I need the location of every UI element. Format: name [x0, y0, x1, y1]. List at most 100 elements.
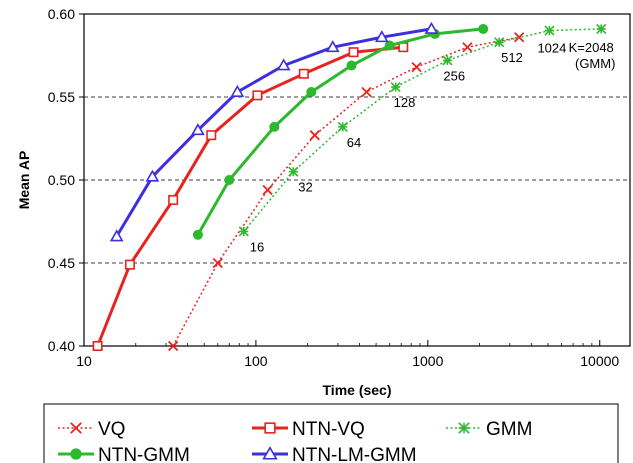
data-point [276, 58, 291, 71]
x-marker [212, 257, 223, 269]
data-point [92, 340, 103, 351]
data-point [411, 61, 422, 73]
data-point [212, 257, 223, 269]
series-line [243, 28, 602, 232]
legend-label: NTN-GMM [98, 445, 190, 463]
data-point [442, 55, 453, 66]
series-gmm [238, 23, 607, 237]
legend: VQ NTN-VQ GMM NTN-GMM NTN-LM-GMM [58, 419, 532, 463]
triangle-marker [374, 30, 389, 43]
circle-marker [192, 229, 203, 240]
circle-marker [269, 121, 280, 132]
data-point [70, 448, 82, 460]
k-annotation: 1024 [537, 41, 566, 56]
data-point [70, 422, 82, 434]
x-tick-label: 100 [244, 353, 268, 369]
y-tick-label: 0.50 [48, 172, 75, 188]
x-marker [70, 422, 82, 434]
axis-ticks: 0.40 0.45 0.50 0.55 0.60 10 100 1000 10000 [48, 6, 620, 369]
data-point [458, 422, 470, 434]
circle-marker [306, 87, 317, 98]
circle-marker [224, 175, 235, 185]
grid-layer [84, 96, 630, 264]
legend-box [43, 403, 619, 463]
series-ntn-vq [92, 42, 409, 351]
y-tick-label: 0.55 [48, 89, 75, 105]
data-point [206, 130, 217, 141]
data-point [269, 121, 280, 132]
legend-item: NTN-LM-GMM [252, 445, 417, 463]
data-point [309, 130, 320, 141]
data-point [306, 87, 317, 98]
square-marker [168, 194, 179, 205]
data-point [262, 184, 273, 196]
x-marker [361, 86, 372, 98]
x-marker [262, 184, 273, 196]
triangle-marker [109, 229, 124, 242]
x-axis-label: Time (sec) [323, 382, 392, 398]
legend-item: GMM [446, 419, 532, 440]
data-point [168, 194, 179, 205]
series-line [96, 45, 404, 347]
series-vq [168, 32, 525, 352]
legend-item: NTN-GMM [58, 445, 190, 463]
square-marker [124, 259, 135, 270]
legend-label: GMM [486, 419, 532, 440]
triangle-marker [262, 446, 278, 460]
legend-label: NTN-LM-GMM [292, 445, 417, 463]
data-point [325, 40, 340, 53]
x-marker [168, 340, 179, 352]
data-point [192, 229, 203, 240]
x-tick-label: 1000 [412, 353, 443, 369]
k-annotation: 16 [250, 239, 264, 254]
k-annotation: K=2048 [569, 40, 614, 55]
data-point [298, 68, 309, 79]
square-marker [252, 90, 263, 101]
legend-item: NTN-VQ [252, 419, 365, 440]
x-marker [309, 130, 320, 141]
x-tick-label: 10000 [580, 353, 619, 369]
series-ntn-gmm [192, 23, 489, 240]
data-point [230, 84, 245, 97]
data-point [224, 175, 235, 185]
series-layer [92, 21, 607, 352]
y-tick-label: 0.45 [48, 255, 75, 271]
data-point [252, 90, 263, 101]
data-point [348, 47, 359, 58]
x-marker [411, 61, 422, 73]
data-point [494, 37, 505, 48]
y-tick-label: 0.40 [48, 338, 75, 354]
square-marker [264, 422, 276, 434]
data-point [191, 123, 205, 136]
x-tick-label: 10 [76, 353, 92, 369]
k-annotation: 256 [443, 68, 465, 83]
series-ntn-lm-gmm [109, 21, 439, 242]
data-point [361, 86, 372, 98]
square-marker [206, 130, 217, 141]
square-marker [92, 340, 103, 351]
triangle-marker [230, 84, 245, 97]
data-point [544, 25, 555, 36]
data-point [264, 422, 276, 434]
data-point [238, 226, 249, 237]
triangle-marker [276, 58, 291, 71]
x-marker [462, 42, 473, 53]
triangle-marker [191, 123, 205, 136]
circle-marker [478, 23, 489, 34]
data-point [288, 166, 299, 177]
square-marker [348, 47, 359, 58]
data-point [262, 446, 278, 460]
data-point [124, 259, 135, 270]
circle-marker [384, 40, 395, 51]
triangle-marker [424, 21, 439, 34]
data-point [596, 23, 607, 35]
triangle-marker [325, 40, 340, 53]
data-point [337, 121, 348, 132]
data-point [145, 169, 160, 182]
square-marker [298, 68, 309, 79]
data-point [109, 229, 124, 242]
legend-item: VQ [58, 419, 125, 440]
data-point [168, 340, 179, 352]
data-point [374, 30, 389, 43]
